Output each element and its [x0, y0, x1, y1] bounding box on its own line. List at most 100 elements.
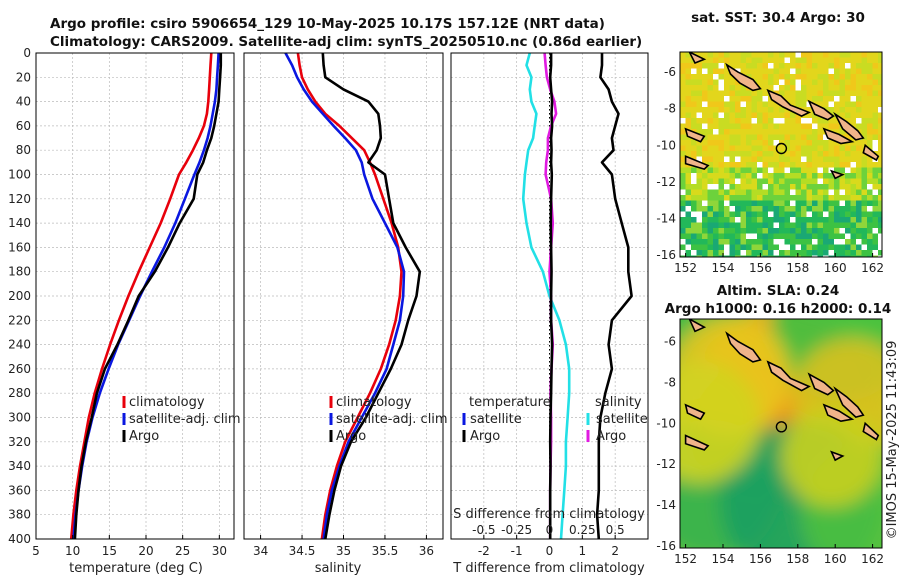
sst-pixel	[685, 250, 692, 256]
sst-pixel	[713, 140, 719, 146]
sst-pixel	[856, 74, 862, 80]
sst-pixel	[740, 112, 747, 119]
sst-pixel	[861, 211, 868, 218]
sst-pixel	[707, 222, 714, 229]
sst-pixel	[740, 134, 747, 141]
sst-pixel	[779, 162, 785, 168]
sst-pixel	[735, 57, 741, 64]
sst-pixel	[707, 178, 714, 185]
sst-pixel	[828, 63, 835, 69]
sst-pixel	[790, 178, 796, 185]
sst-pixel	[746, 112, 752, 119]
sst-pixel	[795, 134, 802, 141]
sst-pixel	[784, 90, 791, 97]
sst-pixel	[850, 211, 857, 218]
x-tick-label: 5	[32, 544, 40, 558]
sst-pixel	[740, 184, 747, 190]
sst-pixel	[696, 222, 703, 229]
sst-pixel	[762, 173, 769, 179]
island-coast	[862, 143, 880, 162]
sst-pixel	[801, 189, 807, 196]
island-coast	[833, 386, 865, 418]
sst-pixel	[773, 118, 780, 124]
sst-pixel	[801, 184, 807, 190]
sst-pixel	[834, 233, 840, 240]
sst-pixel	[696, 195, 703, 201]
sst-pixel	[751, 134, 758, 141]
legend-s-argo-label: Argo	[596, 429, 626, 444]
sst-pixel	[856, 250, 862, 256]
x-tick-label: 35.5	[372, 544, 399, 558]
sst-pixel	[713, 167, 719, 174]
sst-pixel	[735, 134, 741, 141]
sst-pixel	[801, 233, 807, 240]
sst-pixel	[762, 217, 769, 223]
sst-pixel	[768, 217, 774, 223]
sst-pixel	[707, 233, 714, 240]
sst-pixel	[856, 189, 862, 196]
sst-pixel	[707, 200, 714, 207]
sst-pixel	[850, 85, 857, 91]
sst-pixel	[707, 52, 714, 58]
sst-pixel	[790, 118, 796, 124]
sst-pixel	[702, 222, 708, 229]
sst-pixel	[724, 112, 730, 119]
sst-pixel	[696, 112, 703, 119]
sst-pixel	[713, 255, 719, 257]
sst-pixel	[740, 145, 747, 152]
sst-pixel	[707, 217, 714, 223]
sst-pixel	[790, 79, 796, 86]
sst-pixel	[718, 68, 725, 75]
sst-pixel	[872, 162, 879, 168]
sst-pixel	[768, 239, 774, 245]
sst-pixel	[735, 156, 741, 163]
sst-pixel	[696, 184, 703, 190]
sst-pixel	[773, 217, 780, 223]
sst-pixel	[795, 140, 802, 146]
sst-pixel	[691, 123, 697, 130]
y-tick-label: 280	[8, 386, 31, 400]
sst-pixel	[812, 74, 818, 80]
sst-pixel	[746, 178, 752, 185]
sst-pixel	[746, 217, 752, 223]
sst-pixel	[685, 118, 692, 124]
sst-pixel	[834, 74, 840, 80]
sst-pixel	[878, 239, 882, 245]
sst-pixel	[839, 239, 846, 245]
sst-pixel	[768, 206, 774, 212]
sst-pixel	[812, 173, 818, 179]
sst-pixel	[867, 244, 873, 251]
sst-pixel	[817, 129, 824, 135]
sst-pixel	[850, 79, 857, 86]
sst-pixel	[768, 233, 774, 240]
sst-pixel	[757, 239, 763, 245]
sst-pixel	[861, 134, 868, 141]
series-line-satellite-adj-clim	[284, 52, 406, 540]
sst-pixel	[834, 90, 840, 97]
sst-pixel	[817, 57, 824, 64]
island-coast	[829, 169, 845, 180]
title-line-2: Climatology: CARS2009. Satellite-adj cli…	[50, 34, 642, 50]
sst-pixel	[768, 107, 774, 113]
series-line-t-argo	[595, 53, 633, 540]
sst-pixel	[680, 167, 686, 174]
sst-pixel	[790, 90, 796, 97]
sst-pixel	[691, 112, 697, 119]
series-line-climatology	[69, 52, 213, 540]
top-tick-label: 0.5	[606, 523, 625, 537]
sst-pixel	[685, 233, 692, 240]
sst-pixel	[812, 90, 818, 97]
sst-pixel	[751, 118, 758, 124]
sst-pixel	[762, 228, 769, 234]
sst-pixel	[817, 145, 824, 152]
sst-pixel	[806, 173, 813, 179]
sst-pixel	[773, 211, 780, 218]
sst-pixel	[729, 79, 736, 86]
sst-pixel	[702, 96, 708, 102]
sst-pixel	[878, 57, 882, 64]
sst-pixel	[795, 233, 802, 240]
sst-pixel	[768, 162, 774, 168]
sst-pixel	[790, 123, 796, 130]
sst-pixel	[834, 145, 840, 152]
sst-pixel	[685, 184, 692, 190]
